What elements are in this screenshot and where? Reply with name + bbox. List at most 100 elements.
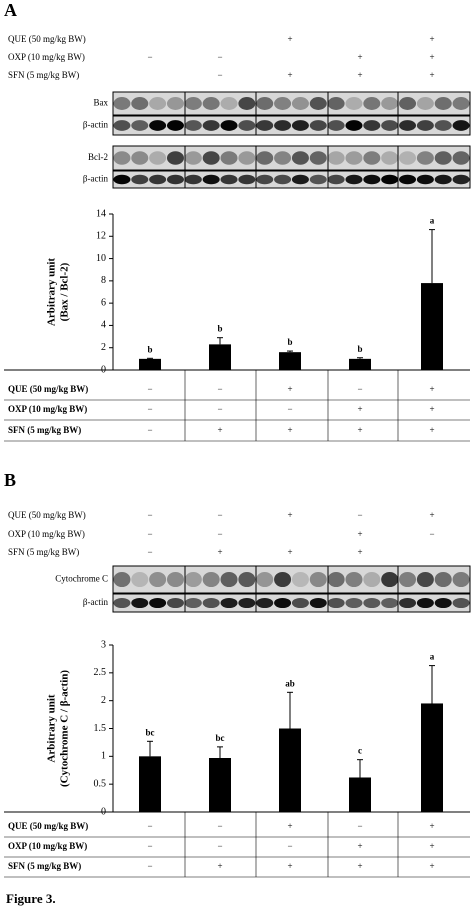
treatment-mark: − xyxy=(147,52,152,62)
y-tick-label: 8 xyxy=(101,275,106,286)
treatment-label: OXP (10 mg/kg BW) xyxy=(8,529,85,539)
treatment-mark: − xyxy=(357,821,362,831)
treatment-mark: − xyxy=(147,404,152,414)
band xyxy=(202,151,220,165)
treatment-mark: + xyxy=(429,34,434,44)
band xyxy=(149,151,167,165)
treatment-mark: + xyxy=(357,841,362,851)
band xyxy=(256,120,274,131)
blot-label: Cytochrome C xyxy=(55,574,108,584)
treatment-mark: − xyxy=(357,510,362,520)
y-tick-label: 12 xyxy=(96,231,106,242)
band xyxy=(238,174,256,185)
band xyxy=(131,97,149,110)
band xyxy=(309,151,327,165)
band xyxy=(274,97,292,110)
significance-letter: b xyxy=(357,344,362,354)
treatment-mark: + xyxy=(287,425,292,435)
treatment-label: OXP (10 mg/kg BW) xyxy=(8,404,87,414)
band xyxy=(238,151,256,165)
band xyxy=(363,120,381,131)
band xyxy=(291,597,309,609)
band xyxy=(202,120,220,131)
treatment-mark: + xyxy=(287,821,292,831)
treatment-mark: + xyxy=(357,861,362,871)
blot xyxy=(112,91,471,116)
treatment-mark: + xyxy=(357,547,362,557)
band xyxy=(131,120,149,131)
significance-letter: a xyxy=(430,652,435,662)
band xyxy=(291,174,309,185)
band xyxy=(256,571,274,588)
y-tick-label: 14 xyxy=(96,208,106,219)
bar xyxy=(139,756,161,812)
band xyxy=(291,120,309,131)
bar xyxy=(209,344,231,370)
treatment-mark: + xyxy=(429,404,434,414)
treatment-mark: − xyxy=(217,384,222,394)
bar xyxy=(421,703,443,812)
treatment-mark: + xyxy=(429,384,434,394)
band xyxy=(345,174,363,185)
treatment-mark: + xyxy=(429,821,434,831)
band xyxy=(291,571,309,588)
treatment-label: QUE (50 mg/kg BW) xyxy=(8,34,86,44)
band xyxy=(327,174,345,185)
band xyxy=(274,597,292,609)
treatment-mark: + xyxy=(429,70,434,80)
band xyxy=(238,571,256,588)
band xyxy=(345,97,363,110)
band xyxy=(184,97,202,110)
y-tick-label: 3 xyxy=(101,639,106,650)
band xyxy=(381,174,399,185)
y-axis-label: Arbitrary unit xyxy=(46,694,58,762)
treatment-mark: − xyxy=(217,70,222,80)
significance-letter: b xyxy=(287,337,292,347)
band xyxy=(291,97,309,110)
treatment-mark: + xyxy=(357,52,362,62)
treatment-mark: − xyxy=(147,861,152,871)
band xyxy=(345,151,363,165)
blot xyxy=(112,145,471,171)
treatment-label: OXP (10 mg/kg BW) xyxy=(8,52,85,62)
treatment-mark: + xyxy=(287,861,292,871)
band xyxy=(220,151,238,165)
treatment-mark: + xyxy=(217,547,222,557)
band xyxy=(184,597,202,609)
band xyxy=(327,120,345,131)
treatment-mark: − xyxy=(217,52,222,62)
treatment-label: QUE (50 mg/kg BW) xyxy=(8,384,88,394)
significance-letter: a xyxy=(430,216,435,226)
band xyxy=(149,571,167,588)
y-tick-label: 0.5 xyxy=(94,778,107,789)
band xyxy=(202,174,220,185)
band xyxy=(113,174,131,185)
band xyxy=(220,97,238,110)
band xyxy=(166,571,184,588)
band xyxy=(345,120,363,131)
treatment-mark: + xyxy=(429,841,434,851)
treatment-mark: − xyxy=(217,510,222,520)
treatment-mark: − xyxy=(357,384,362,394)
treatment-mark: + xyxy=(357,70,362,80)
band xyxy=(149,120,167,131)
bar xyxy=(139,358,161,370)
caption: Figure 3. xyxy=(6,891,56,906)
treatment-mark: + xyxy=(429,425,434,435)
blot-label: β-actin xyxy=(83,120,109,130)
band xyxy=(309,174,327,185)
band xyxy=(416,97,434,110)
band xyxy=(452,151,470,165)
blot xyxy=(112,565,471,594)
band xyxy=(184,571,202,588)
treatment-mark: + xyxy=(217,425,222,435)
band xyxy=(327,97,345,110)
band xyxy=(256,174,274,185)
treatment-label: QUE (50 mg/kg BW) xyxy=(8,510,86,520)
band xyxy=(434,120,452,131)
band xyxy=(113,597,131,609)
band xyxy=(238,120,256,131)
band xyxy=(452,597,470,609)
panel-label: B xyxy=(4,470,16,490)
